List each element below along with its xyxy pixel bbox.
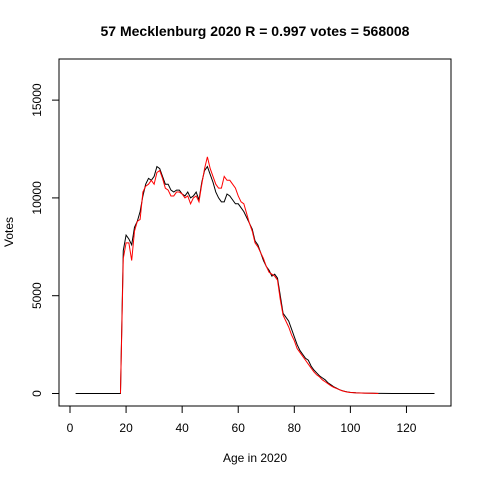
series-layer xyxy=(75,156,435,394)
x-tick-label: 40 xyxy=(175,421,189,435)
x-axis-title: Age in 2020 xyxy=(223,451,287,465)
y-tick-label: 15000 xyxy=(30,83,44,117)
y-tick-label: 0 xyxy=(30,390,44,397)
y-tick-label: 10000 xyxy=(30,181,44,215)
y-axis-title: Votes xyxy=(2,217,16,247)
series-line-2 xyxy=(119,156,379,394)
plot-frame xyxy=(58,58,452,407)
y-tick-label: 5000 xyxy=(30,282,44,309)
x-tick-label: 20 xyxy=(119,421,133,435)
y-axis: 0 5000 10000 15000 xyxy=(30,83,60,397)
x-tick-label: 0 xyxy=(67,421,74,435)
x-tick-label: 120 xyxy=(396,421,416,435)
x-axis: 0 20 40 60 80 100 120 xyxy=(67,405,417,435)
x-tick-label: 100 xyxy=(340,421,360,435)
x-tick-label: 80 xyxy=(288,421,302,435)
x-tick-label: 60 xyxy=(232,421,246,435)
chart-title: 57 Mecklenburg 2020 R = 0.997 votes = 56… xyxy=(101,23,410,39)
series-line-1 xyxy=(75,165,435,394)
